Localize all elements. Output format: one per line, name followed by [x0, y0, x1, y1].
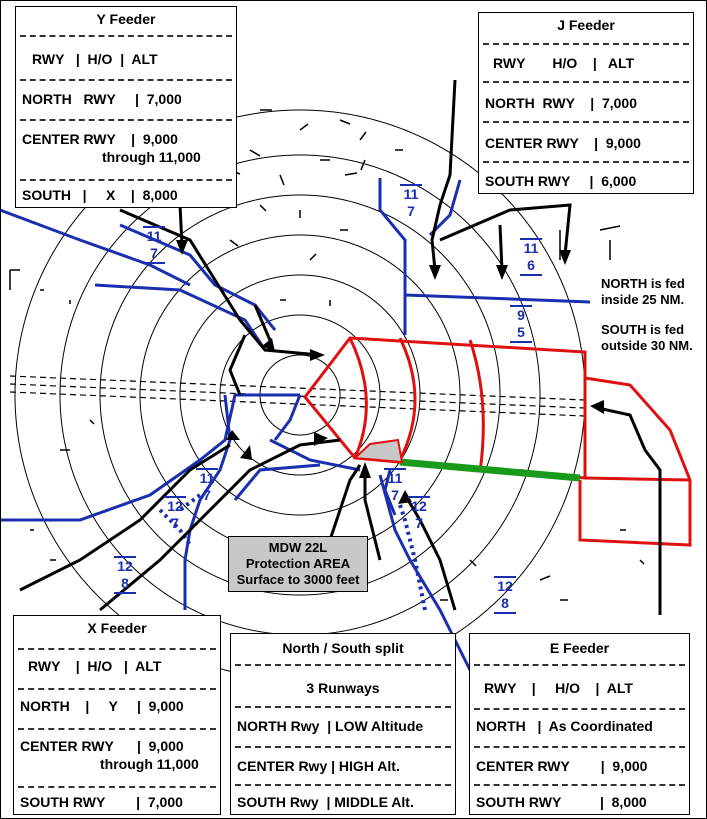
x-feeder-row-center-range: through 11,000: [100, 756, 199, 772]
blue-routes: [0, 178, 591, 671]
north-fed-note: NORTH is fed inside 25 NM.: [601, 276, 685, 307]
range-ring: [219, 314, 381, 476]
split-row-south: SOUTH Rwy | MIDDLE Alt.: [237, 794, 414, 810]
y-feeder-panel: Y Feeder RWY | H/O | ALT NORTH RWY | 7,0…: [15, 6, 237, 208]
y-feeder-row-south: SOUTH | X | 8,000: [22, 187, 178, 203]
e-feeder-row-south: SOUTH RWY | 8,000: [476, 794, 647, 810]
fix-label: 11 7: [384, 468, 406, 504]
y-feeder-row-center-range: through 11,000: [102, 149, 201, 165]
protection-line-3: Surface to 3000 feet: [236, 572, 360, 587]
runway-extensions: [9, 375, 586, 417]
fix-label: 12 7: [164, 496, 186, 532]
x-feeder-row-center: CENTER RWY | 9,000: [20, 738, 184, 754]
fix-label: 11 7: [196, 468, 218, 504]
fix-label: 12 8: [494, 576, 516, 614]
x-feeder-panel: X Feeder RWY | H/O | ALT NORTH | Y | 9,0…: [13, 615, 221, 815]
arrow-heads: [176, 240, 604, 504]
j-feeder-title: J Feeder: [557, 17, 615, 33]
e-feeder-row-center: CENTER RWY | 9,000: [476, 758, 648, 774]
protection-wedge: [352, 438, 404, 464]
range-ring: [179, 274, 421, 516]
split-row-north: NORTH Rwy | LOW Altitude: [237, 718, 424, 734]
e-feeder-title: E Feeder: [549, 640, 610, 656]
j-feeder-header: RWY H/O | ALT: [493, 55, 635, 71]
x-feeder-title: X Feeder: [87, 620, 147, 636]
split-title: North / South split: [282, 640, 404, 656]
j-feeder-row-center: CENTER RWY | 9,000: [485, 135, 641, 151]
y-feeder-header: RWY | H/O | ALT: [32, 51, 158, 67]
y-feeder-row-north: NORTH RWY | 7,000: [22, 91, 182, 107]
fix-label: 12 8: [114, 556, 136, 594]
split-panel: North / South split 3 Runways NORTH Rwy …: [230, 633, 456, 815]
y-feeder-title: Y Feeder: [96, 11, 156, 27]
fix-label: 11 6: [520, 238, 542, 276]
x-feeder-row-south: SOUTH RWY | 7,000: [20, 794, 183, 810]
e-feeder-row-north: NORTH | As Coordinated: [476, 718, 653, 734]
blue-dotted-routes: [158, 493, 427, 611]
range-ring: [99, 194, 501, 596]
map-clutter: [9, 109, 645, 601]
x-feeder-header: RWY | H/O | ALT: [28, 658, 162, 674]
black-arrivals: [19, 79, 662, 615]
fix-label: 11 7: [143, 226, 165, 264]
j-feeder-row-north: NORTH RWY | 7,000: [485, 95, 637, 111]
e-feeder-header: RWY | H/O | ALT: [484, 680, 633, 696]
split-subtitle: 3 Runways: [306, 680, 380, 696]
x-feeder-row-north: NORTH | Y | 9,000: [20, 698, 184, 714]
fix-label: 11 7: [400, 184, 422, 220]
split-line: [399, 458, 581, 482]
protection-line-2: Protection AREA: [245, 556, 351, 571]
y-feeder-row-center: CENTER RWY | 9,000: [22, 131, 178, 147]
split-row-center: CENTER Rwy | HIGH Alt.: [237, 758, 400, 774]
fix-label: 12 7: [408, 496, 430, 532]
j-feeder-row-south: SOUTH RWY | 6,000: [485, 173, 637, 189]
south-fed-note: SOUTH is fed outside 30 NM.: [601, 322, 693, 353]
e-feeder-panel: E Feeder RWY | H/O | ALT NORTH | As Coor…: [469, 633, 690, 815]
j-feeder-panel: J Feeder RWY H/O | ALT NORTH RWY | 7,000…: [478, 12, 694, 194]
protection-area-box: MDW 22L Protection AREA Surface to 3000 …: [228, 536, 368, 592]
protection-line-1: MDW 22L: [268, 540, 328, 555]
